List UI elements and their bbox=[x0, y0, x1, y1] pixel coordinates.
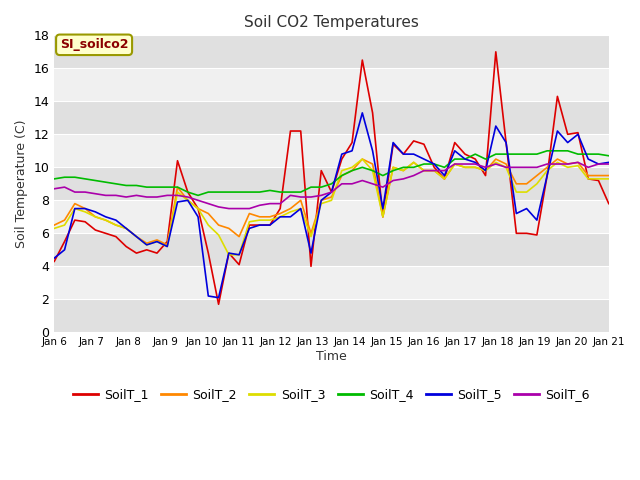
Bar bbox=[54, 134, 609, 168]
Text: SI_soilco2: SI_soilco2 bbox=[60, 38, 129, 51]
Legend: SoilT_1, SoilT_2, SoilT_3, SoilT_4, SoilT_5, SoilT_6: SoilT_1, SoilT_2, SoilT_3, SoilT_4, Soil… bbox=[68, 383, 595, 406]
Bar bbox=[54, 200, 609, 233]
Bar bbox=[54, 68, 609, 101]
Bar bbox=[54, 36, 609, 68]
Bar bbox=[54, 101, 609, 134]
Bar bbox=[54, 300, 609, 332]
X-axis label: Time: Time bbox=[316, 350, 347, 363]
Title: Soil CO2 Temperatures: Soil CO2 Temperatures bbox=[244, 15, 419, 30]
Y-axis label: Soil Temperature (C): Soil Temperature (C) bbox=[15, 120, 28, 248]
Bar bbox=[54, 266, 609, 300]
Bar bbox=[54, 168, 609, 200]
Bar bbox=[54, 233, 609, 266]
